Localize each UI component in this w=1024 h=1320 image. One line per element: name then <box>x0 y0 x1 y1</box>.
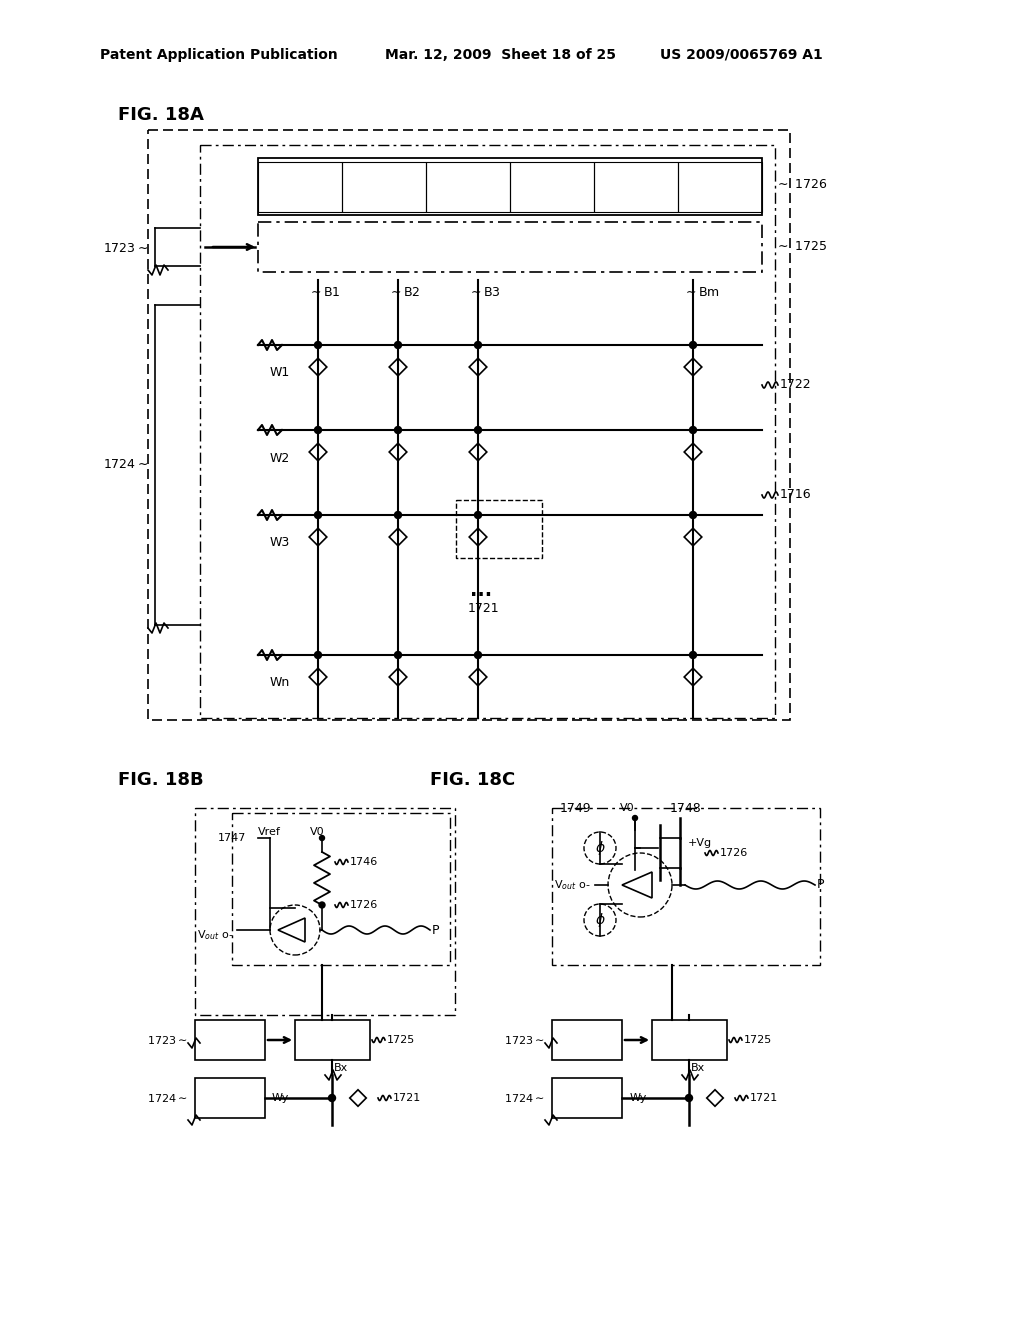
Text: 1723$\sim$: 1723$\sim$ <box>147 1034 188 1045</box>
Text: FIG. 18A: FIG. 18A <box>118 106 204 124</box>
Text: 1748: 1748 <box>670 801 701 814</box>
Text: FIG. 18B: FIG. 18B <box>118 771 204 789</box>
Text: Wy: Wy <box>630 1093 647 1104</box>
Circle shape <box>689 652 696 659</box>
Text: W3: W3 <box>270 536 290 549</box>
Text: 1722: 1722 <box>780 379 812 392</box>
Text: $\sim$B3: $\sim$B3 <box>468 285 501 298</box>
Circle shape <box>314 652 322 659</box>
Text: 1721: 1721 <box>468 602 500 615</box>
Text: 1724$\sim$: 1724$\sim$ <box>505 1092 545 1104</box>
Text: +Vg: +Vg <box>688 838 712 847</box>
Text: 1716: 1716 <box>780 488 812 502</box>
Circle shape <box>689 426 696 433</box>
Circle shape <box>689 511 696 519</box>
Circle shape <box>689 342 696 348</box>
Circle shape <box>329 1094 336 1101</box>
Text: 1749: 1749 <box>560 801 592 814</box>
Text: P: P <box>432 924 439 936</box>
Text: V$_{out}$ o-: V$_{out}$ o- <box>197 928 233 942</box>
Text: 1721: 1721 <box>393 1093 421 1104</box>
Text: ...: ... <box>470 581 493 599</box>
Text: P: P <box>817 879 824 891</box>
Text: Vref: Vref <box>258 828 281 837</box>
Text: V0: V0 <box>620 803 635 813</box>
Circle shape <box>314 426 322 433</box>
Circle shape <box>394 652 401 659</box>
Text: $\sim$B2: $\sim$B2 <box>388 285 421 298</box>
Text: 1723$\sim$: 1723$\sim$ <box>505 1034 545 1045</box>
Text: Patent Application Publication: Patent Application Publication <box>100 48 338 62</box>
Circle shape <box>319 836 325 841</box>
Text: V$_{out}$ o-: V$_{out}$ o- <box>554 878 591 892</box>
Text: W2: W2 <box>270 451 290 465</box>
Text: Wn: Wn <box>270 676 290 689</box>
Text: $\phi$: $\phi$ <box>595 840 605 857</box>
Text: 1746: 1746 <box>350 857 378 867</box>
Text: FIG. 18C: FIG. 18C <box>430 771 515 789</box>
Text: Wy: Wy <box>272 1093 290 1104</box>
Text: $\sim$ 1726: $\sim$ 1726 <box>775 178 827 191</box>
Circle shape <box>685 1094 692 1101</box>
Text: $\phi$: $\phi$ <box>595 911 605 929</box>
Text: $\sim$ 1725: $\sim$ 1725 <box>775 240 827 253</box>
Circle shape <box>633 816 638 821</box>
Text: 1724$\sim$: 1724$\sim$ <box>147 1092 188 1104</box>
Text: 1725: 1725 <box>387 1035 416 1045</box>
Text: US 2009/0065769 A1: US 2009/0065769 A1 <box>660 48 822 62</box>
Text: Bx: Bx <box>334 1063 348 1073</box>
Circle shape <box>394 426 401 433</box>
Text: $\sim$Bm: $\sim$Bm <box>683 285 720 298</box>
Text: Bx: Bx <box>691 1063 706 1073</box>
Circle shape <box>474 652 481 659</box>
Circle shape <box>474 426 481 433</box>
Circle shape <box>319 902 325 908</box>
Text: 1726: 1726 <box>350 900 378 909</box>
Circle shape <box>394 342 401 348</box>
Circle shape <box>474 511 481 519</box>
Text: 1726: 1726 <box>720 847 749 858</box>
Circle shape <box>474 342 481 348</box>
Text: $\sim$B1: $\sim$B1 <box>308 285 341 298</box>
Text: 1725: 1725 <box>744 1035 772 1045</box>
Text: W1: W1 <box>270 367 290 380</box>
Text: V0: V0 <box>310 828 325 837</box>
Circle shape <box>314 342 322 348</box>
Text: 1723$\sim$: 1723$\sim$ <box>102 242 148 255</box>
Circle shape <box>394 511 401 519</box>
Text: 1721: 1721 <box>750 1093 778 1104</box>
Text: 1747: 1747 <box>218 833 247 843</box>
Text: Mar. 12, 2009  Sheet 18 of 25: Mar. 12, 2009 Sheet 18 of 25 <box>385 48 616 62</box>
Text: 1724$\sim$: 1724$\sim$ <box>102 458 148 471</box>
Circle shape <box>314 511 322 519</box>
